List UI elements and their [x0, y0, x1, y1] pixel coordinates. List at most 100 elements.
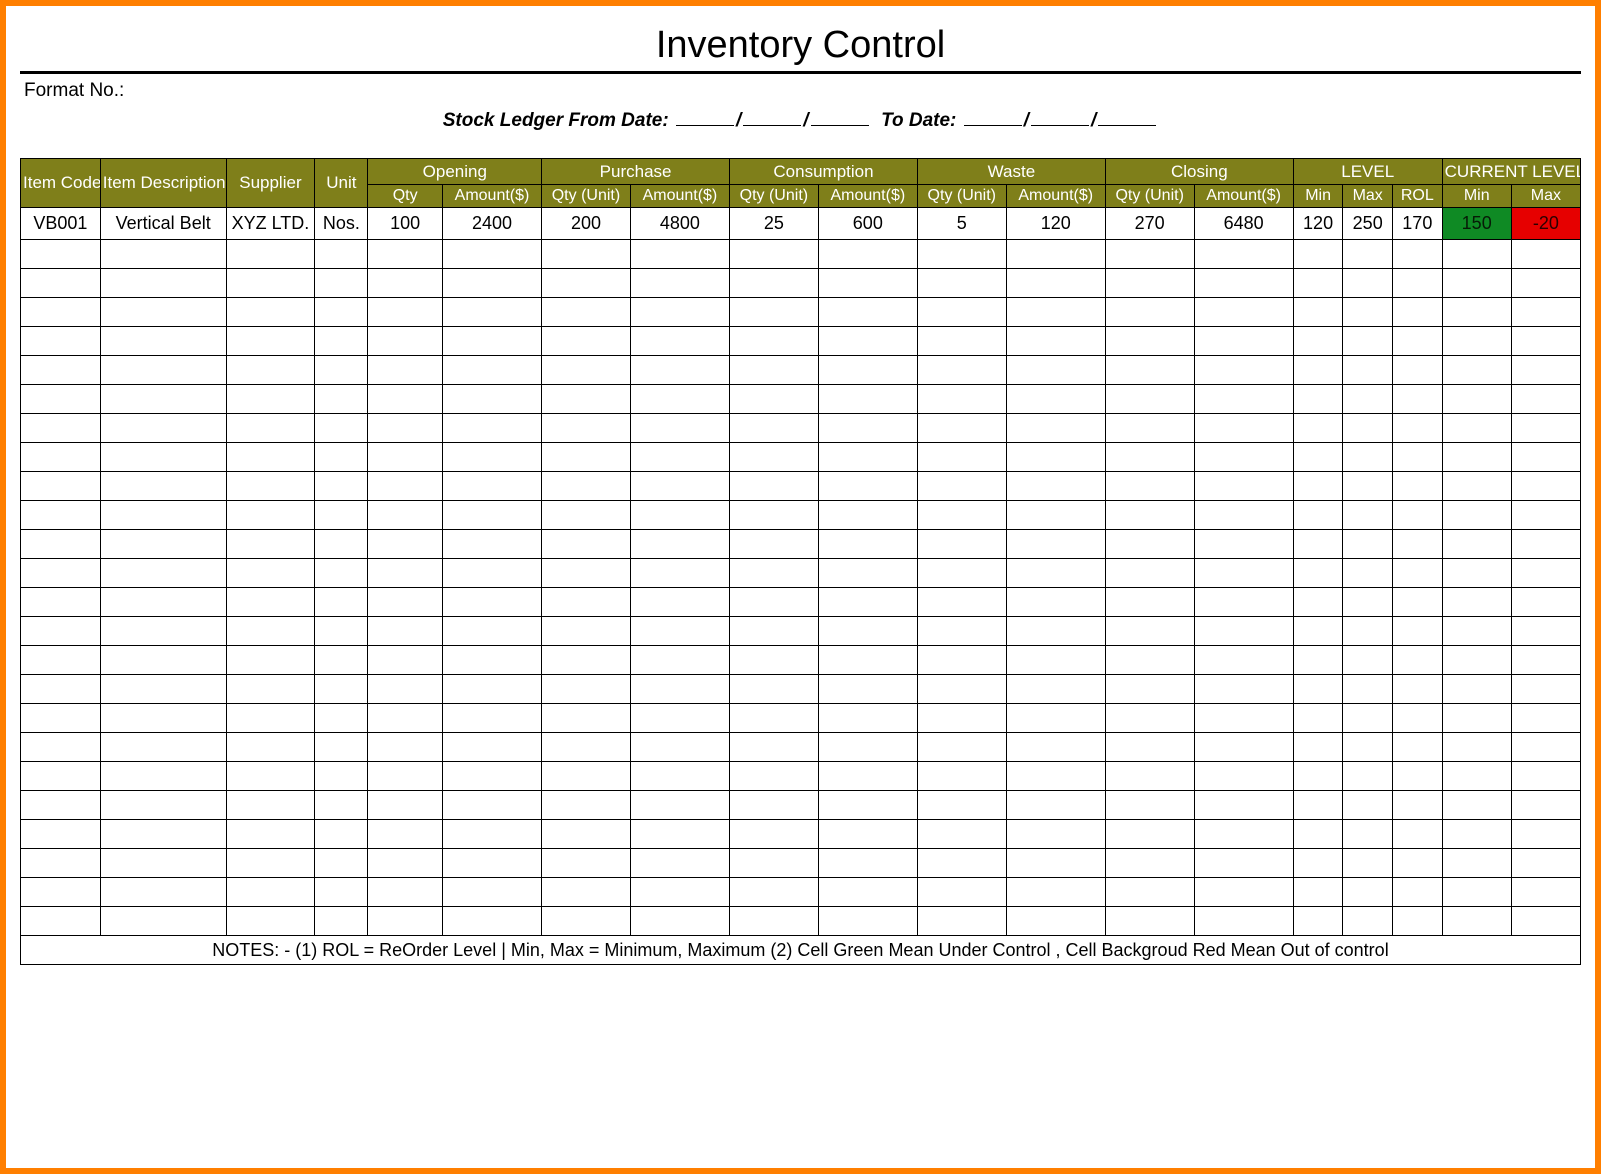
empty-cell[interactable]: [1511, 588, 1580, 617]
empty-cell[interactable]: [21, 327, 101, 356]
empty-cell[interactable]: [1194, 588, 1293, 617]
empty-cell[interactable]: [630, 559, 729, 588]
empty-cell[interactable]: [1293, 617, 1343, 646]
empty-cell[interactable]: [1293, 646, 1343, 675]
empty-cell[interactable]: [1105, 878, 1194, 907]
empty-cell[interactable]: [442, 414, 541, 443]
empty-cell[interactable]: [917, 820, 1006, 849]
empty-cell[interactable]: [21, 588, 101, 617]
empty-cell[interactable]: [368, 733, 442, 762]
empty-cell[interactable]: [917, 327, 1006, 356]
empty-cell[interactable]: [442, 762, 541, 791]
empty-cell[interactable]: [1511, 385, 1580, 414]
empty-cell[interactable]: [1105, 414, 1194, 443]
empty-cell[interactable]: [1343, 443, 1393, 472]
empty-cell[interactable]: [1343, 240, 1393, 269]
empty-cell[interactable]: [730, 733, 819, 762]
empty-cell[interactable]: [1006, 820, 1105, 849]
empty-cell[interactable]: [442, 385, 541, 414]
empty-cell[interactable]: [1511, 878, 1580, 907]
empty-cell[interactable]: [917, 704, 1006, 733]
empty-cell[interactable]: [818, 501, 917, 530]
empty-cell[interactable]: [1393, 298, 1443, 327]
empty-cell[interactable]: [542, 530, 631, 559]
empty-cell[interactable]: [226, 907, 315, 936]
empty-cell[interactable]: [1511, 356, 1580, 385]
empty-cell[interactable]: [1343, 646, 1393, 675]
empty-cell[interactable]: [226, 733, 315, 762]
empty-cell[interactable]: [100, 298, 226, 327]
empty-cell[interactable]: [1393, 675, 1443, 704]
empty-cell[interactable]: [226, 240, 315, 269]
empty-cell[interactable]: [442, 646, 541, 675]
empty-cell[interactable]: [226, 385, 315, 414]
cell-opening_qty[interactable]: 100: [368, 208, 442, 240]
empty-cell[interactable]: [730, 907, 819, 936]
empty-cell[interactable]: [100, 907, 226, 936]
empty-cell[interactable]: [1511, 530, 1580, 559]
empty-cell[interactable]: [1442, 588, 1511, 617]
empty-cell[interactable]: [21, 414, 101, 443]
empty-cell[interactable]: [1194, 530, 1293, 559]
empty-cell[interactable]: [1442, 849, 1511, 878]
empty-cell[interactable]: [1006, 733, 1105, 762]
empty-cell[interactable]: [542, 820, 631, 849]
empty-cell[interactable]: [630, 414, 729, 443]
empty-cell[interactable]: [226, 501, 315, 530]
empty-cell[interactable]: [542, 704, 631, 733]
empty-cell[interactable]: [21, 646, 101, 675]
empty-cell[interactable]: [917, 907, 1006, 936]
empty-cell[interactable]: [315, 791, 368, 820]
cell-purchase_qty[interactable]: 200: [542, 208, 631, 240]
empty-cell[interactable]: [730, 298, 819, 327]
empty-cell[interactable]: [226, 443, 315, 472]
empty-cell[interactable]: [442, 820, 541, 849]
empty-cell[interactable]: [1105, 443, 1194, 472]
empty-cell[interactable]: [1194, 733, 1293, 762]
empty-cell[interactable]: [100, 240, 226, 269]
empty-cell[interactable]: [730, 617, 819, 646]
empty-cell[interactable]: [630, 501, 729, 530]
empty-cell[interactable]: [542, 675, 631, 704]
empty-cell[interactable]: [818, 820, 917, 849]
empty-cell[interactable]: [226, 414, 315, 443]
empty-cell[interactable]: [1393, 240, 1443, 269]
empty-cell[interactable]: [1511, 791, 1580, 820]
cell-waste_qty[interactable]: 5: [917, 208, 1006, 240]
empty-cell[interactable]: [368, 501, 442, 530]
empty-cell[interactable]: [21, 907, 101, 936]
empty-cell[interactable]: [442, 298, 541, 327]
empty-cell[interactable]: [100, 559, 226, 588]
empty-cell[interactable]: [630, 733, 729, 762]
empty-cell[interactable]: [730, 530, 819, 559]
empty-cell[interactable]: [1393, 559, 1443, 588]
empty-cell[interactable]: [1194, 849, 1293, 878]
empty-cell[interactable]: [818, 907, 917, 936]
empty-cell[interactable]: [630, 443, 729, 472]
empty-cell[interactable]: [1105, 298, 1194, 327]
empty-cell[interactable]: [917, 791, 1006, 820]
empty-cell[interactable]: [730, 791, 819, 820]
empty-cell[interactable]: [1393, 733, 1443, 762]
empty-cell[interactable]: [1442, 878, 1511, 907]
empty-cell[interactable]: [1006, 762, 1105, 791]
empty-cell[interactable]: [1343, 559, 1393, 588]
empty-cell[interactable]: [1293, 385, 1343, 414]
empty-cell[interactable]: [315, 733, 368, 762]
empty-cell[interactable]: [542, 298, 631, 327]
empty-cell[interactable]: [100, 849, 226, 878]
empty-cell[interactable]: [1293, 530, 1343, 559]
empty-cell[interactable]: [1006, 878, 1105, 907]
empty-cell[interactable]: [368, 472, 442, 501]
empty-cell[interactable]: [1343, 298, 1393, 327]
empty-cell[interactable]: [1343, 269, 1393, 298]
empty-cell[interactable]: [1442, 675, 1511, 704]
empty-cell[interactable]: [226, 791, 315, 820]
empty-cell[interactable]: [1442, 298, 1511, 327]
empty-cell[interactable]: [542, 733, 631, 762]
empty-cell[interactable]: [368, 849, 442, 878]
empty-cell[interactable]: [368, 704, 442, 733]
empty-cell[interactable]: [542, 878, 631, 907]
empty-cell[interactable]: [1343, 762, 1393, 791]
empty-cell[interactable]: [100, 385, 226, 414]
